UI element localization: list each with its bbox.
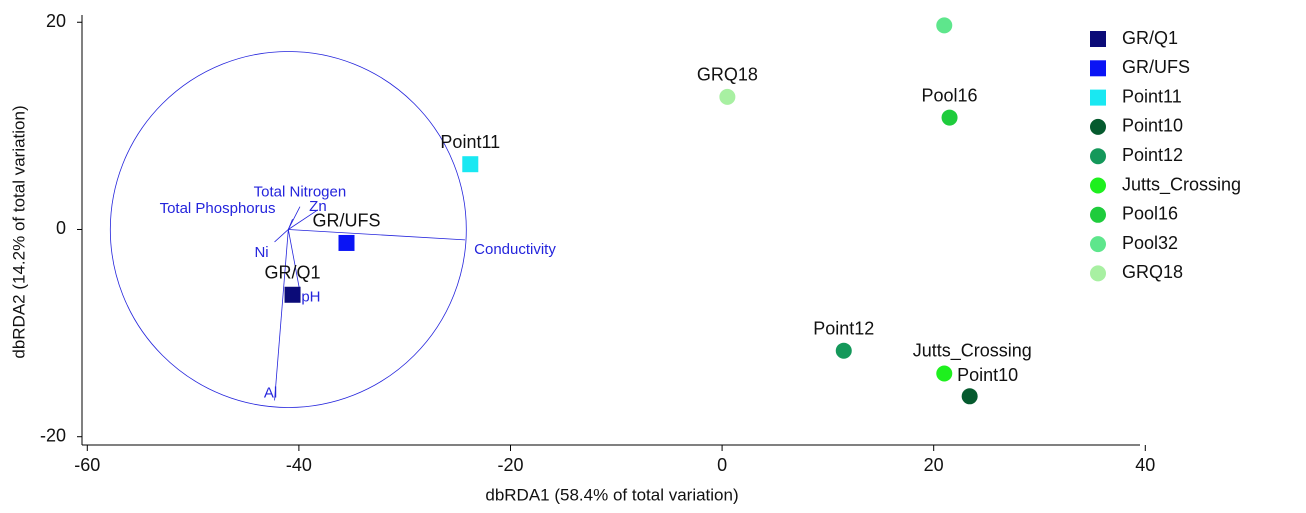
y-axis-label: dbRDA2 (14.2% of total variation) bbox=[9, 105, 28, 358]
point bbox=[338, 234, 355, 251]
x-tick-label: 0 bbox=[717, 455, 727, 475]
vector bbox=[274, 229, 289, 243]
legend-marker bbox=[1090, 89, 1106, 106]
vector bbox=[288, 209, 319, 230]
vector-label: Zn bbox=[309, 198, 327, 215]
point bbox=[936, 365, 953, 382]
legend-marker bbox=[1090, 31, 1106, 47]
legend-marker bbox=[1090, 118, 1106, 135]
x-tick-label: -20 bbox=[497, 455, 523, 475]
vector bbox=[287, 206, 301, 230]
x-tick-label: 20 bbox=[924, 455, 944, 475]
y-tick-label: 20 bbox=[46, 11, 66, 31]
point bbox=[835, 342, 852, 359]
legend-label: GR/Q1 bbox=[1122, 28, 1178, 48]
vector-label: Total Nitrogen bbox=[254, 184, 347, 201]
legend-label: Point11 bbox=[1122, 86, 1182, 106]
correlation-circle bbox=[109, 51, 467, 408]
point bbox=[941, 109, 958, 126]
legend-marker bbox=[1090, 148, 1106, 165]
point bbox=[462, 156, 479, 173]
point-label: Jutts_Crossing bbox=[913, 340, 1032, 361]
legend-label: Point10 bbox=[1122, 116, 1183, 136]
vector bbox=[274, 229, 289, 401]
vector-label: Conductivity bbox=[474, 241, 556, 258]
y-tick-label: 0 bbox=[56, 218, 66, 238]
point bbox=[961, 388, 978, 405]
point bbox=[284, 286, 301, 303]
point-label: GRQ18 bbox=[697, 65, 758, 85]
legend-marker bbox=[1090, 236, 1106, 253]
point-label: Point12 bbox=[813, 318, 874, 338]
y-tick-label: -20 bbox=[40, 425, 66, 445]
legend-label: GR/UFS bbox=[1122, 57, 1190, 77]
x-tick-label: -60 bbox=[74, 455, 100, 475]
vector-label: Ni bbox=[254, 244, 268, 261]
vector bbox=[288, 229, 466, 241]
point-label: Point11 bbox=[440, 132, 500, 152]
legend-label: Pool32 bbox=[1122, 233, 1178, 253]
vector-label: pH bbox=[301, 289, 320, 306]
legend-label: Pool16 bbox=[1122, 204, 1178, 224]
legend-label: GRQ18 bbox=[1122, 262, 1183, 282]
legend-marker bbox=[1090, 60, 1106, 77]
x-tick-label: 40 bbox=[1135, 455, 1155, 475]
legend-marker bbox=[1090, 177, 1106, 194]
point-label: GR/UFS bbox=[312, 211, 380, 231]
vector bbox=[287, 229, 301, 292]
point bbox=[936, 17, 953, 34]
legend-marker bbox=[1090, 206, 1106, 223]
x-tick-label: -40 bbox=[286, 455, 312, 475]
legend-label: Point12 bbox=[1122, 145, 1183, 165]
vector-label: Al bbox=[264, 384, 277, 401]
legend-label: Jutts_Crossing bbox=[1122, 174, 1241, 195]
point-label: GR/Q1 bbox=[265, 263, 321, 283]
vector-label: Total Phosphorus bbox=[160, 200, 276, 217]
x-axis-label: dbRDA1 (58.4% of total variation) bbox=[485, 485, 738, 504]
point bbox=[719, 88, 736, 105]
legend-marker bbox=[1090, 265, 1106, 282]
point-label: Point10 bbox=[957, 365, 1018, 385]
point-label: Pool16 bbox=[922, 85, 978, 105]
